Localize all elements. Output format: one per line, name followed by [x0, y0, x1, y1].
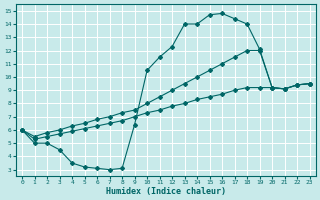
X-axis label: Humidex (Indice chaleur): Humidex (Indice chaleur)	[106, 187, 226, 196]
